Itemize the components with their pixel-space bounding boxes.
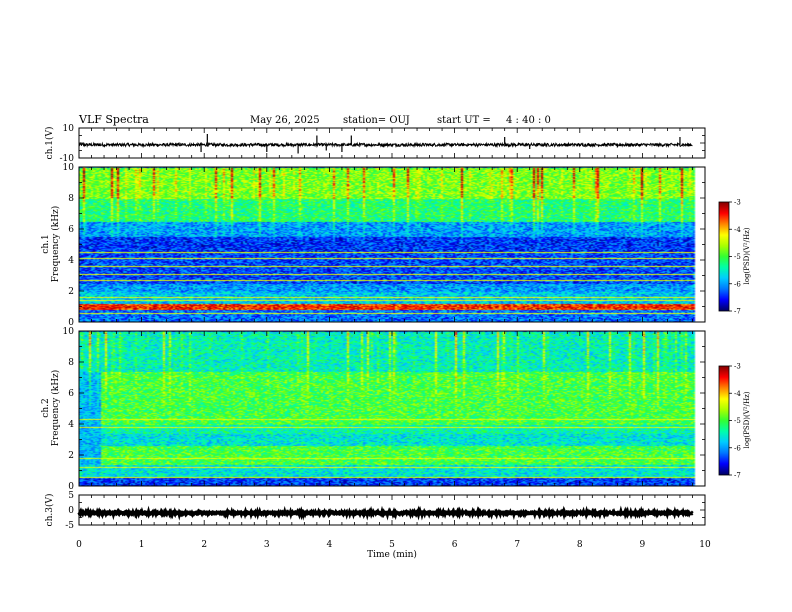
ch1-colorbar-tick-label: -3 [734, 199, 741, 207]
ch1-colorbar-tick-label: -7 [734, 308, 741, 316]
figure-date: May 26, 2025 [250, 115, 320, 126]
ch1-spectrogram-ytick-label: 0 [68, 318, 74, 328]
ch1-colorbar-gradient [719, 202, 729, 311]
figure-header: VLF Spectra May 26, 2025 station= OUJ st… [78, 113, 551, 126]
ch2-colorbar-tick-label: -3 [734, 363, 741, 371]
ch2-spectrogram-ytick-label: 0 [68, 482, 74, 492]
start-ut-label: start UT = [437, 115, 491, 126]
ch1-spectrogram-ylabel-frequency: Frequency (kHz) [50, 206, 61, 283]
time-axis-tick-label: 4 [327, 540, 333, 550]
ch2-spectrogram-ytick-label: 6 [68, 389, 74, 399]
ch2-colorbar-tick-label: -6 [734, 444, 741, 452]
ch3-signal-trace [77, 505, 694, 521]
ch2-spectrogram-ytick-label: 4 [68, 420, 74, 430]
ch3-waveform-ticks [78, 494, 706, 526]
ch1-ytick-top: 10 [63, 124, 75, 134]
ch1-colorbar-ticks: -3 -4 -5 -6 -7 [729, 199, 741, 316]
time-axis-tick-label: 3 [264, 540, 270, 550]
ch2-spectrogram-ylabel-line2: Frequency (kHz) [50, 370, 61, 447]
ch1-spectrogram-panel: 0 2 4 6 8 10 ch.1 Frequency (kHz) -3 -4 -5 -6 -7 … [41, 163, 751, 328]
ch2-spectrogram-ticks [78, 330, 706, 487]
ch1-colorbar: -3 -4 -5 -6 -7 log(PSD)(V²/Hz) [718, 199, 751, 316]
station-label: station= OUJ [343, 115, 410, 126]
ch3-waveform-panel: 5 -5 ch.3(V) 0 [44, 491, 706, 531]
ch1-colorbar-label: log(PSD)(V²/Hz) [743, 227, 751, 284]
figure-title: VLF Spectra [78, 113, 149, 126]
ch2-spectrogram-panel: 0 2 4 6 8 10 ch.2 Frequency (kHz) -3 -4 -5 -6 -7 … [41, 327, 751, 492]
ch2-spectrogram-ytick-label: 2 [68, 451, 74, 461]
time-axis-tick-label: 7 [514, 540, 520, 550]
ch2-spectrogram-ytick-labels: 0 2 4 6 8 10 [63, 327, 75, 492]
ch2-spectrogram-ylabel-line1: ch.2 [41, 398, 51, 417]
start-ut-value: 4 : 40 : 0 [506, 115, 551, 126]
ch2-colorbar-gradient [719, 366, 729, 475]
time-axis-tick-label: 1 [139, 540, 145, 550]
ch2-colorbar-label: log(PSD)(V²/Hz) [743, 391, 751, 448]
ch2-spectrogram-ylabel-channel: ch.2 [41, 398, 51, 417]
ch2-colorbar: -3 -4 -5 -6 -7 log(PSD)(V²/Hz) [718, 363, 751, 480]
ch1-colorbar-tick-label: -5 [734, 253, 741, 261]
ch1-spectrogram-ytick-label: 2 [68, 287, 74, 297]
ch1-colorbar-tick-label: -4 [734, 226, 741, 234]
ch1-spectrogram-ytick-label: 10 [63, 163, 75, 173]
ch1-spectrogram-ytick-labels: 0 2 4 6 8 10 [63, 163, 75, 328]
time-axis-tick-label: 5 [389, 540, 395, 550]
time-axis-tick-label: 10 [699, 540, 711, 550]
ch1-ytick-bottom: -10 [60, 154, 75, 164]
ch2-spectrogram-ytick-label: 8 [68, 358, 74, 368]
time-axis-tick-label: 2 [201, 540, 207, 550]
ch2-colorbar-ticks: -3 -4 -5 -6 -7 [729, 363, 741, 480]
time-axis-label: Time (min) [367, 549, 417, 560]
ch1-spectrogram-ytick-label: 8 [68, 194, 74, 204]
ch2-colorbar-tick-label: -7 [734, 472, 741, 480]
ch3-waveform-ylabel: ch.3(V) [44, 494, 55, 527]
ch2-spectrogram-image [79, 331, 705, 486]
ch1-waveform-panel: 10 -10 ch.1(V) [44, 124, 706, 164]
ch1-colorbar-tick-label: -6 [734, 280, 741, 288]
time-axis-tick-label: 6 [452, 540, 458, 550]
ch1-waveform-ticks [78, 127, 706, 159]
time-axis-tick-label: 8 [577, 540, 583, 550]
ch1-waveform-plot [78, 134, 693, 154]
ch1-spectrogram-ticks [78, 166, 706, 323]
ch1-spectrogram-image [79, 167, 705, 322]
ch1-spectrogram-ylabel-line1: ch.1 [41, 234, 51, 253]
ch2-spectrogram-ytick-label: 10 [63, 327, 75, 337]
ch2-colorbar-tick-label: -5 [734, 417, 741, 425]
ch3-ytick-middle: 0 [68, 506, 74, 516]
ch1-signal-trace [78, 141, 693, 149]
ch2-colorbar-tick-label: -4 [734, 390, 741, 398]
ch1-spectrogram-ylabel-line2: Frequency (kHz) [50, 206, 61, 283]
time-axis-tick-label: 0 [76, 540, 82, 550]
ch1-spectrogram-ylabel-channel: ch.1 [41, 234, 51, 253]
ch1-waveform-ylabel: ch.1(V) [44, 127, 55, 160]
time-axis-tick-label: 9 [640, 540, 646, 550]
ch3-waveform-plot [77, 505, 694, 521]
ch1-spectrogram-ytick-label: 6 [68, 225, 74, 235]
ch1-spectrogram-ytick-label: 4 [68, 256, 74, 266]
ch3-ytick-top: 5 [68, 491, 74, 501]
ch3-ytick-bottom: -5 [65, 521, 74, 531]
time-axis-tick-labels: 0 1 2 3 4 5 6 7 8 9 10 [76, 540, 711, 550]
ch2-spectrogram-ylabel-frequency: Frequency (kHz) [50, 370, 61, 447]
